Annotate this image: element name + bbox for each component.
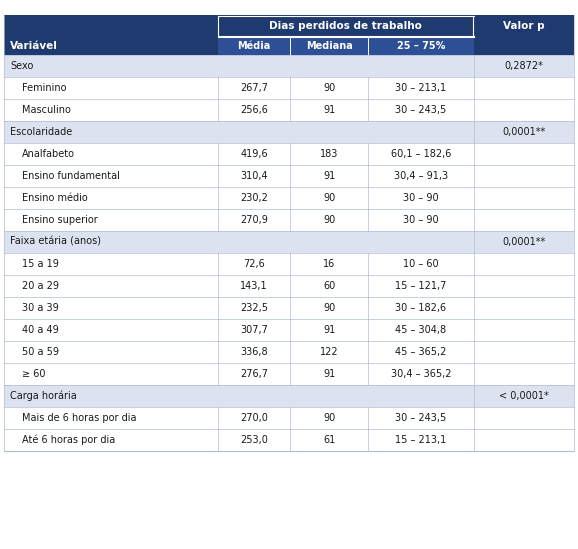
Text: 90: 90 [323,215,335,225]
Text: 72,6: 72,6 [243,259,265,269]
Bar [4,341,574,363]
Bar [4,187,574,209]
Text: 91: 91 [323,105,335,115]
Bar [4,37,218,55]
Text: 15 a 19: 15 a 19 [22,259,59,269]
Bar [4,209,574,231]
Text: Faixa etária (anos): Faixa etária (anos) [10,237,101,247]
Text: Variável: Variável [10,41,58,51]
Text: 30 a 39: 30 a 39 [22,303,59,313]
Text: 40 a 49: 40 a 49 [22,325,59,335]
Bar [4,385,574,407]
Text: 50 a 59: 50 a 59 [22,347,59,357]
Bar [4,319,574,341]
Text: 90: 90 [323,83,335,93]
Text: 60,1 – 182,6: 60,1 – 182,6 [391,149,451,159]
Text: Escolaridade: Escolaridade [10,127,72,137]
Text: 30 – 90: 30 – 90 [403,193,439,203]
Text: Sexo: Sexo [10,61,34,71]
Text: ≥ 60: ≥ 60 [22,369,46,379]
Bar [4,231,574,253]
Bar [4,99,574,121]
Text: Carga horária: Carga horária [10,391,77,401]
Text: Ensino médio: Ensino médio [22,193,88,203]
Text: 307,7: 307,7 [240,325,268,335]
Text: 256,6: 256,6 [240,105,268,115]
Text: 90: 90 [323,413,335,423]
Text: 30 – 182,6: 30 – 182,6 [395,303,447,313]
Text: 0,2872*: 0,2872* [505,61,543,71]
Text: 0,0001**: 0,0001** [502,237,546,247]
Text: 91: 91 [323,369,335,379]
Bar [4,297,574,319]
Text: 10 – 60: 10 – 60 [403,259,439,269]
Text: 0,0001**: 0,0001** [502,127,546,137]
Text: Média: Média [238,41,271,51]
Bar [4,121,574,143]
Text: 30,4 – 91,3: 30,4 – 91,3 [394,171,448,181]
Bar [4,55,574,77]
Text: 91: 91 [323,325,335,335]
Text: 15 – 121,7: 15 – 121,7 [395,281,447,291]
Text: Até 6 horas por dia: Até 6 horas por dia [22,435,115,445]
Text: 253,0: 253,0 [240,435,268,445]
Text: 336,8: 336,8 [240,347,268,357]
Text: 90: 90 [323,303,335,313]
Text: 419,6: 419,6 [240,149,268,159]
Text: 267,7: 267,7 [240,83,268,93]
Text: Masculino: Masculino [22,105,71,115]
Text: 276,7: 276,7 [240,369,268,379]
Text: Mediana: Mediana [306,41,353,51]
Text: 310,4: 310,4 [240,171,268,181]
Text: 20 a 29: 20 a 29 [22,281,59,291]
Text: 30 – 90: 30 – 90 [403,215,439,225]
Text: 30 – 243,5: 30 – 243,5 [395,413,447,423]
Text: 90: 90 [323,193,335,203]
Bar [4,429,574,451]
Text: 30,4 – 365,2: 30,4 – 365,2 [391,369,451,379]
Text: 30 – 213,1: 30 – 213,1 [395,83,447,93]
Text: 122: 122 [320,347,339,357]
Text: 91: 91 [323,171,335,181]
Bar [4,253,574,275]
Text: < 0,0001*: < 0,0001* [499,391,549,401]
Text: 230,2: 230,2 [240,193,268,203]
Text: Analfabeto: Analfabeto [22,149,75,159]
Bar [4,275,574,297]
Text: 232,5: 232,5 [240,303,268,313]
Bar [4,165,574,187]
Text: Feminino: Feminino [22,83,66,93]
Text: 45 – 365,2: 45 – 365,2 [395,347,447,357]
Bar [4,407,574,429]
Bar [218,15,474,37]
Bar [218,37,474,55]
Text: 45 – 304,8: 45 – 304,8 [395,325,447,335]
Bar [4,143,574,165]
Text: Dias perdidos de trabalho: Dias perdidos de trabalho [269,21,422,31]
Text: 15 – 213,1: 15 – 213,1 [395,435,447,445]
Text: 183: 183 [320,149,338,159]
Text: Ensino superior: Ensino superior [22,215,98,225]
Bar [4,77,574,99]
Bar [474,37,574,55]
Text: 25 – 75%: 25 – 75% [397,41,445,51]
Bar [4,363,574,385]
Text: Ensino fundamental: Ensino fundamental [22,171,120,181]
Text: 270,0: 270,0 [240,413,268,423]
Text: Mais de 6 horas por dia: Mais de 6 horas por dia [22,413,136,423]
Text: 61: 61 [323,435,335,445]
Text: 30 – 243,5: 30 – 243,5 [395,105,447,115]
Text: Valor p: Valor p [503,21,544,31]
Text: 60: 60 [323,281,335,291]
Text: 270,9: 270,9 [240,215,268,225]
Text: 16: 16 [323,259,335,269]
Bar [4,15,574,37]
Text: 143,1: 143,1 [240,281,268,291]
